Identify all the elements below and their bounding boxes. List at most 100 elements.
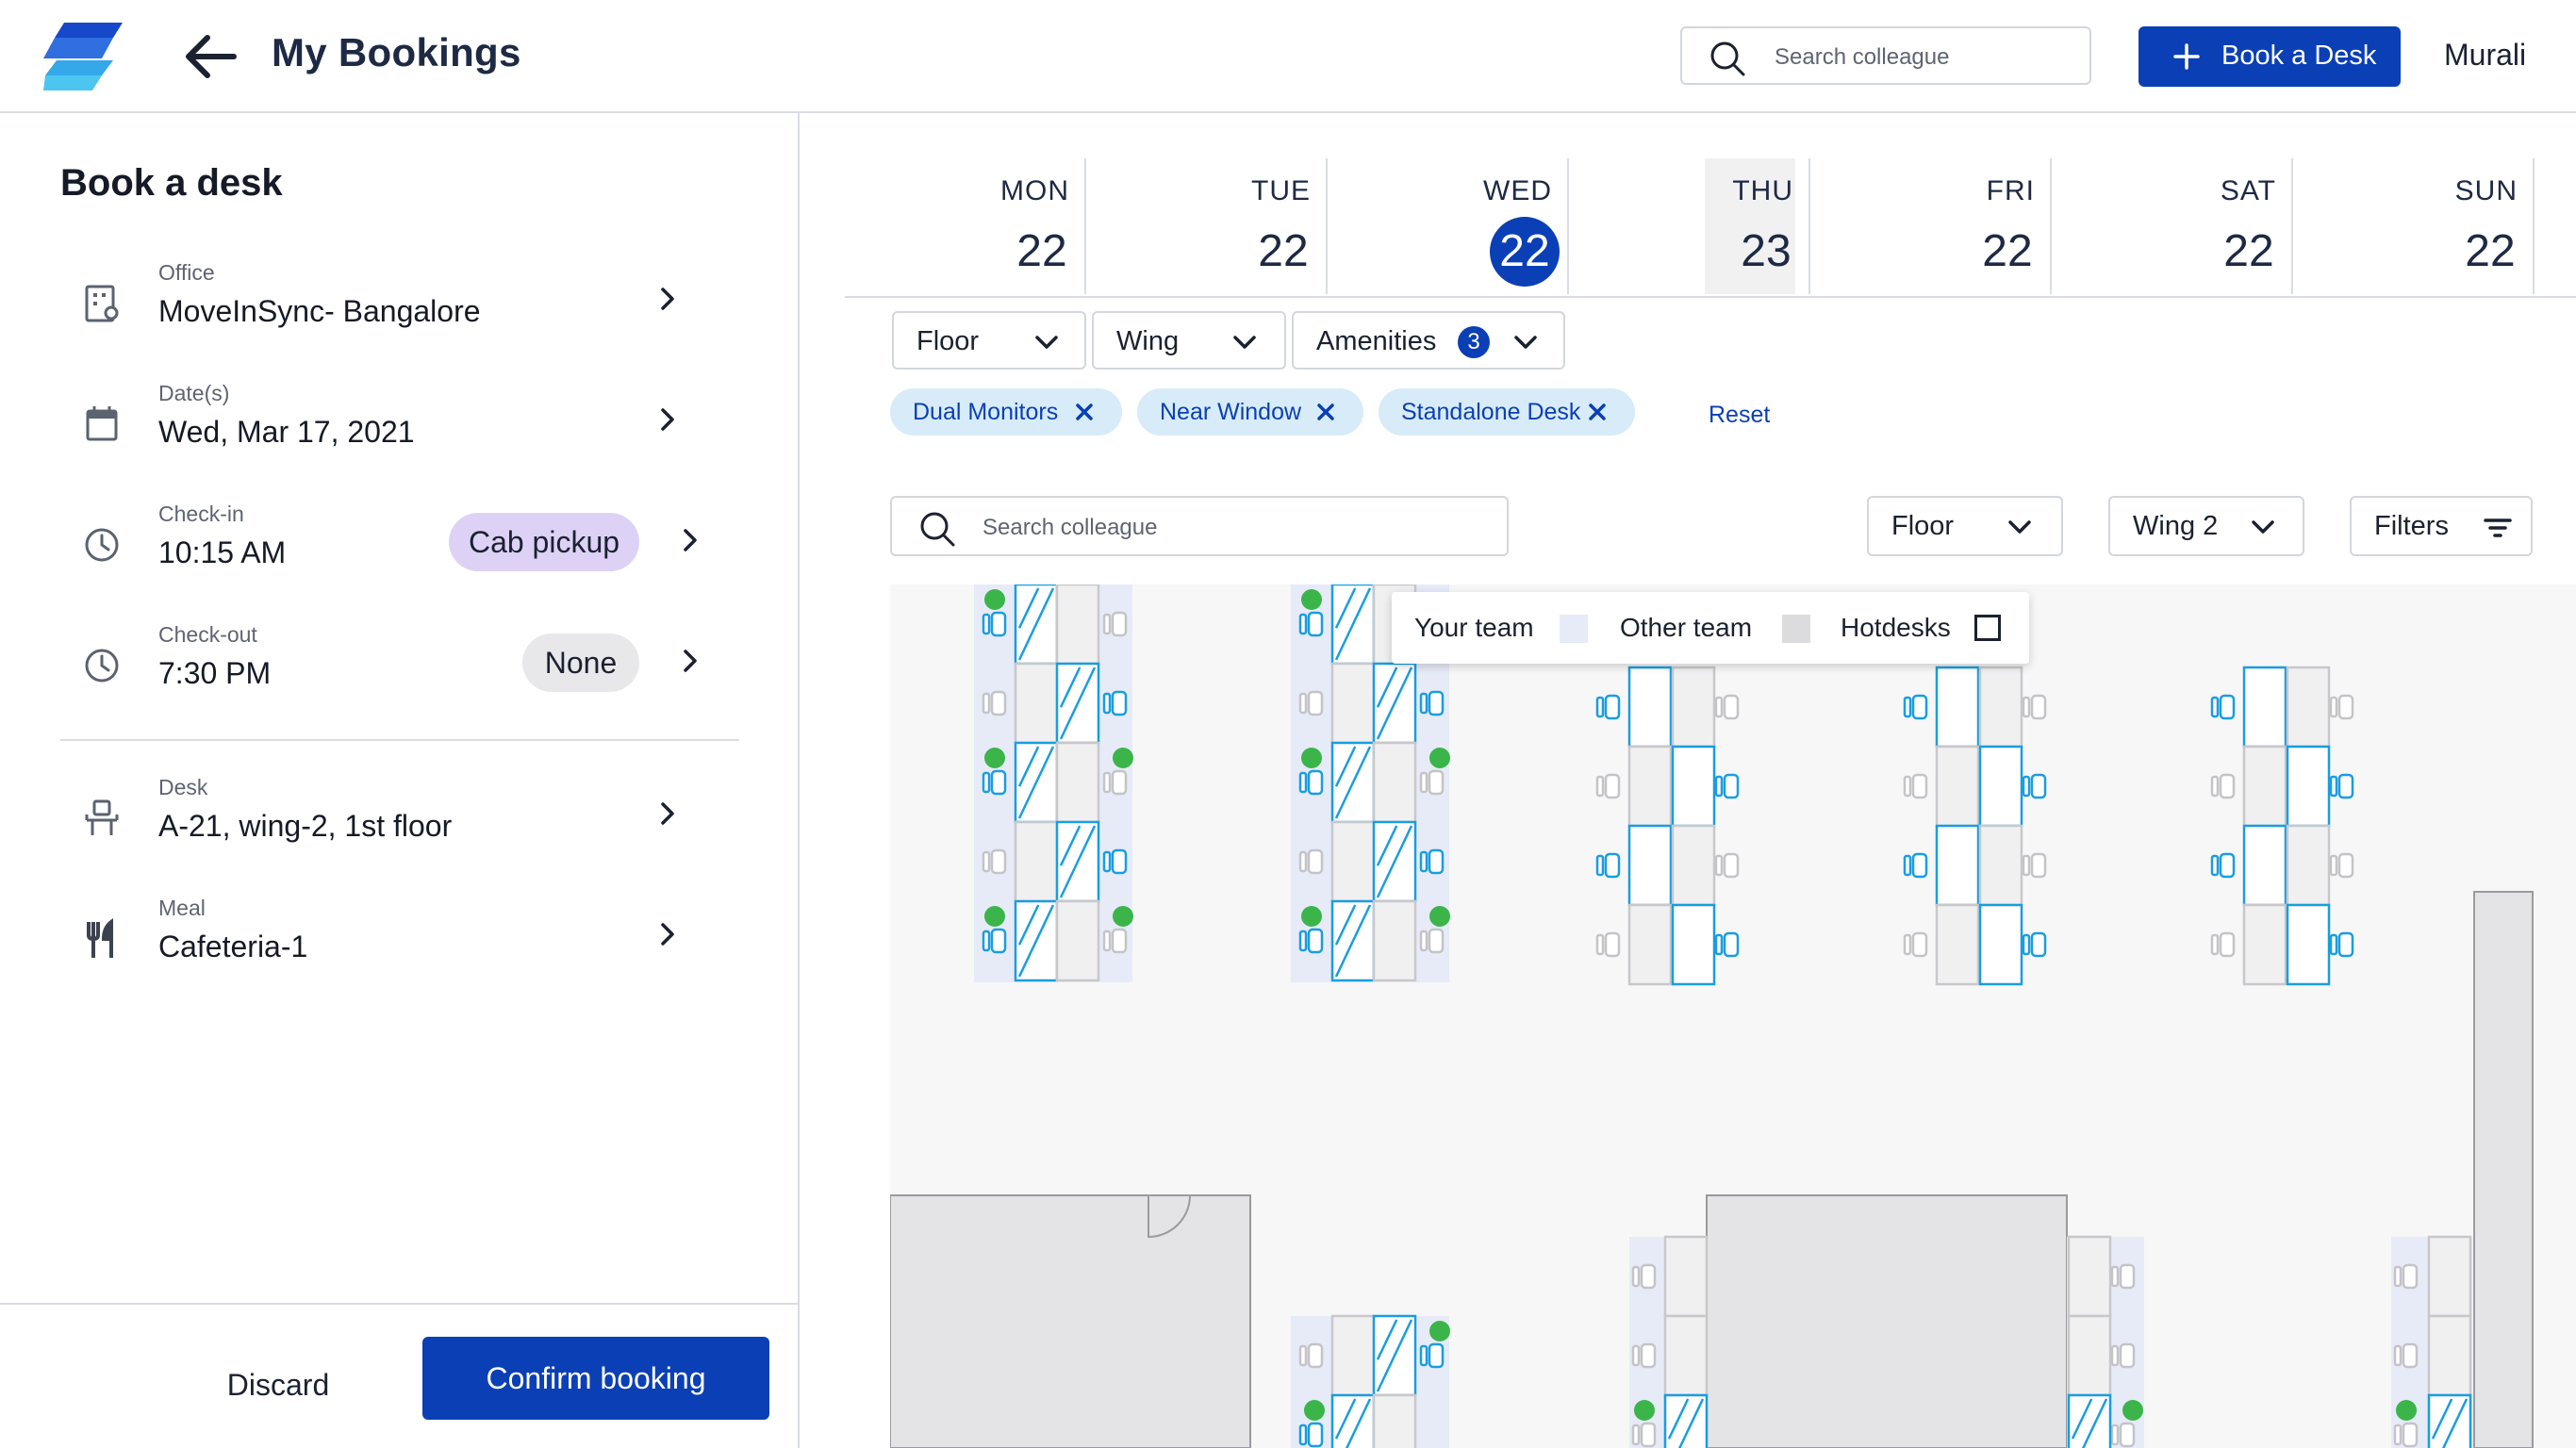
chevron-down-icon (1512, 334, 1539, 351)
desk[interactable] (1978, 903, 2023, 986)
day-wed[interactable]: WED 22 (1328, 158, 1569, 294)
chair-icon (1419, 1342, 1445, 1369)
desk-hatch (1345, 1398, 1372, 1448)
meal-value: Cafeteria-1 (158, 930, 308, 963)
day-tue[interactable]: TUE 22 (1086, 158, 1328, 294)
chair-icon (1298, 848, 1324, 875)
room-door (1148, 1194, 1191, 1239)
filter-lines-icon (2484, 517, 2512, 539)
confirm-booking-button[interactable]: Confirm booking (422, 1337, 769, 1420)
discard-button[interactable]: Discard (226, 1368, 330, 1402)
check-out-row[interactable]: Check-out 7:30 PM (60, 609, 739, 713)
map-search-input[interactable] (981, 508, 1475, 548)
desk[interactable] (1627, 824, 1673, 907)
desk-hatch (1059, 666, 1082, 708)
desk-hatch (1677, 1398, 1705, 1448)
chair-icon (2210, 694, 2236, 720)
day-thu[interactable]: THU 23 (1569, 158, 1810, 294)
check-out-label: Check-out (158, 622, 257, 647)
check-in-row[interactable]: Check-in 10:15 AM (60, 488, 739, 592)
desk-chair-icon (83, 798, 121, 839)
day-separator (1567, 158, 1569, 294)
chevron-down-icon (1033, 334, 1060, 351)
cab-pickup-pill[interactable]: Cab pickup (449, 513, 639, 571)
desk-hatch (1017, 587, 1040, 629)
amenity-chip-dual-monitors[interactable]: Dual Monitors (890, 388, 1122, 436)
amenities-dropdown-label: Amenities (1316, 326, 1437, 356)
day-mon[interactable]: MON 22 (845, 158, 1086, 294)
map-floor-dropdown[interactable]: Floor (1867, 496, 2063, 556)
chair-icon (1102, 769, 1128, 796)
desk[interactable] (2286, 745, 2331, 828)
map-wing-label: Wing 2 (2133, 511, 2219, 541)
amenities-dropdown[interactable]: Amenities 3 (1292, 311, 1565, 370)
desk[interactable] (1671, 745, 1716, 828)
amenity-chip-standalone-desk[interactable]: Standalone Desk (1379, 388, 1635, 436)
day-sun[interactable]: SUN 22 (2293, 158, 2535, 294)
day-sat[interactable]: SAT 22 (2052, 158, 2293, 294)
meeting-room (1706, 1194, 2068, 1448)
close-icon[interactable] (1075, 403, 1094, 421)
chair-icon (2393, 1422, 2419, 1448)
desk-value: A-21, wing-2, 1st floor (158, 809, 453, 843)
desk-hatch (1334, 904, 1357, 946)
back-arrow-icon[interactable] (179, 28, 241, 85)
floor-map[interactable] (890, 584, 2576, 1448)
occupied-dot (2396, 1400, 2417, 1421)
floor-map-canvas[interactable] (890, 584, 2576, 1448)
occupied-dot (1301, 589, 1322, 610)
desk[interactable] (1671, 903, 1716, 986)
dates-row[interactable]: Date(s) Wed, Mar 17, 2021 (60, 368, 739, 471)
desk[interactable] (1935, 824, 1980, 907)
floor-dropdown[interactable]: Floor (892, 311, 1086, 370)
chair-icon (1298, 611, 1324, 637)
desk-hatch (1376, 1319, 1398, 1360)
desk (1627, 745, 1673, 828)
meal-row[interactable]: Meal Cafeteria-1 (60, 882, 739, 986)
check-out-option-pill[interactable]: None (522, 634, 639, 692)
desk (1663, 1314, 1709, 1397)
desk-row[interactable]: Desk A-21, wing-2, 1st floor (60, 762, 739, 865)
wing-dropdown[interactable]: Wing (1092, 311, 1286, 370)
desk[interactable] (1935, 666, 1980, 749)
desk-label: Desk (158, 775, 208, 799)
desk-hatch (1017, 587, 1055, 661)
close-icon[interactable] (1588, 403, 1607, 421)
chair-icon (1102, 611, 1128, 637)
chair-icon (1298, 928, 1324, 954)
map-search-box[interactable] (890, 496, 1509, 556)
desk[interactable] (1627, 666, 1673, 749)
desk (1978, 824, 2023, 907)
day-fri[interactable]: FRI 22 (1810, 158, 2052, 294)
reset-filters-link[interactable]: Reset (1709, 402, 1771, 428)
booking-panel: Book a desk Office MoveInSync- Bangalore… (0, 113, 800, 1448)
chair-icon (1903, 773, 1928, 799)
chip-label: Near Window (1160, 399, 1302, 425)
hotdesks-checkbox[interactable] (1974, 615, 2001, 641)
desk (1935, 903, 1980, 986)
chair-icon (982, 848, 1007, 875)
header-search-input[interactable] (1773, 38, 2078, 77)
book-a-desk-button[interactable]: Book a Desk (2138, 26, 2401, 87)
desk (1671, 666, 1716, 749)
header-search-box[interactable] (1680, 26, 2091, 85)
chair-icon (1714, 931, 1740, 958)
chip-label: Dual Monitors (913, 399, 1059, 425)
week-strip: MON 22 TUE 22 WED 22 THU 23 FRI 22 SAT 2… (845, 158, 2576, 298)
desk[interactable] (2242, 824, 2287, 907)
office-row[interactable]: Office MoveInSync- Bangalore (60, 247, 739, 351)
chair-icon (1595, 931, 1621, 958)
map-wing-dropdown[interactable]: Wing 2 (2108, 496, 2304, 556)
chevron-down-icon (2006, 518, 2033, 535)
desk (1055, 741, 1100, 824)
desk[interactable] (1978, 745, 2023, 828)
amenity-chip-near-window[interactable]: Near Window (1137, 388, 1363, 436)
map-filters-button[interactable]: Filters (2350, 496, 2533, 556)
chair-icon (2210, 852, 2236, 879)
desk[interactable] (2242, 666, 2287, 749)
user-name[interactable]: Murali (2444, 38, 2527, 72)
chip-label: Standalone Desk (1401, 399, 1581, 425)
app-logo[interactable] (43, 23, 123, 90)
desk[interactable] (2286, 903, 2331, 986)
close-icon[interactable] (1316, 403, 1335, 421)
